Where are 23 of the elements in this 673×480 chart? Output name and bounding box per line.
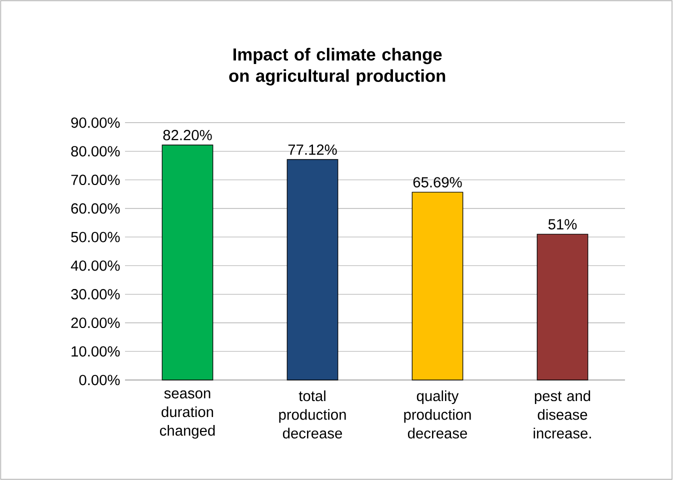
y-tick-label: 40.00%	[70, 260, 120, 271]
bar	[286, 159, 338, 380]
data-label: 77.12%	[288, 144, 337, 155]
y-tick-label: 60.00%	[71, 203, 120, 214]
bar	[412, 192, 464, 380]
data-label: 51%	[548, 219, 577, 230]
x-tick-label: total production decrease	[279, 390, 346, 439]
x-tick-label: quality production decrease	[404, 390, 471, 439]
y-tick-label: 90.00%	[71, 118, 120, 128]
y-tick-label: 30.00%	[71, 289, 120, 300]
data-label: 65.69%	[413, 177, 462, 188]
bar	[536, 234, 588, 380]
y-tick-label: 20.00%	[71, 318, 120, 328]
bar	[162, 144, 214, 380]
y-tick-label: 50.00%	[71, 232, 120, 242]
y-tick-label: 10.00%	[72, 346, 120, 357]
x-tick-label: pest and disease increase.	[534, 390, 591, 439]
y-tick-label: 70.00%	[71, 174, 120, 186]
x-tick-label: season duration changed	[160, 390, 215, 439]
data-label: 82.20%	[163, 130, 212, 140]
y-tick-label: 80.00%	[71, 146, 120, 156]
chart-title: Impact of climate change on agricultural production	[229, 48, 446, 86]
y-tick-label: 0.00%	[79, 374, 120, 386]
